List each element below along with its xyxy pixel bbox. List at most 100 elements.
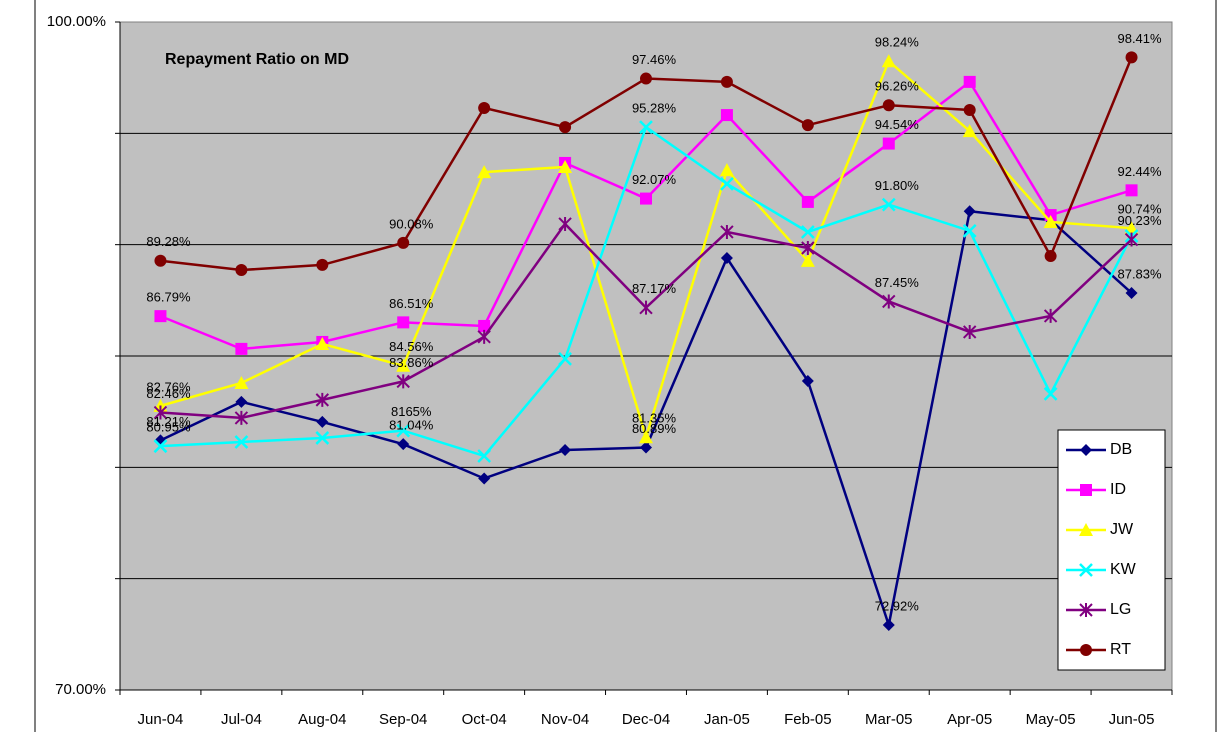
data-point [720,109,733,122]
data-point [153,439,168,454]
data-point [801,241,815,256]
data-label: 86.51% [389,296,434,311]
data-point [396,374,410,389]
data-point [478,472,491,485]
x-tick-label: Sep-04 [379,711,427,728]
x-tick-label: Jun-04 [138,711,184,728]
data-point [882,99,895,112]
data-point [1043,308,1058,323]
legend-marker [1080,644,1092,656]
data-label: 87.45% [875,275,920,290]
data-point [720,224,734,239]
data-point [396,423,411,438]
data-point [235,342,248,355]
legend-marker [1079,603,1093,617]
data-point [234,435,249,449]
data-point [962,324,977,339]
data-point [315,392,330,407]
data-label: 82.46% [146,386,191,401]
data-point [478,319,491,332]
data-point [801,374,814,387]
data-point [882,618,895,631]
data-label: 90.08% [389,216,434,231]
data-label: 81.04% [389,418,434,433]
x-tick-label: Feb-05 [784,711,832,728]
data-label: 81.35% [632,411,677,426]
data-label: 92.07% [632,172,677,187]
data-label: 94.54% [875,117,920,132]
legend-label: ID [1110,481,1126,498]
y-tick-label: 100.00% [47,13,106,30]
data-label: 82.76% [146,379,191,394]
data-point [316,258,329,271]
data-label: 72.92% [875,598,920,613]
data-point [1125,184,1138,197]
data-point [962,124,977,138]
data-point [477,449,492,463]
data-label: 98.24% [875,35,920,50]
data-point [235,264,248,277]
data-point [154,310,167,323]
data-point [881,197,896,212]
data-point [963,75,976,88]
x-tick-label: Apr-05 [947,711,992,728]
data-point [397,316,410,329]
legend-label: JW [1110,521,1134,538]
x-tick-label: Mar-05 [865,711,913,728]
legend-label: RT [1110,641,1131,658]
data-point [1044,250,1057,263]
x-tick-label: Oct-04 [462,711,507,728]
x-tick-label: May-05 [1026,711,1076,728]
data-point [558,159,573,173]
data-label: 81.21% [146,414,191,429]
data-point [882,294,896,309]
data-point [234,375,249,389]
data-point [316,415,329,428]
data-point [801,195,814,208]
data-point [558,352,572,366]
data-point [962,223,977,238]
data-point [1125,51,1138,64]
legend-box [1057,429,1166,671]
data-point [963,103,976,116]
data-point [882,137,895,150]
data-point [800,253,815,267]
y-tick-label: 70.00% [55,681,106,698]
legend-label: KW [1110,561,1137,578]
data-point [1043,386,1058,401]
data-point [640,441,652,454]
x-tick-label: Jun-05 [1109,711,1155,728]
data-point [397,236,410,249]
data-point [559,443,572,456]
legend-marker [1080,444,1092,456]
data-point [396,358,411,372]
legend-marker [1079,563,1093,577]
data-point [640,192,652,205]
data-point [963,205,976,218]
legend-label: LG [1110,601,1131,618]
data-point [1043,214,1058,228]
data-point [639,120,653,134]
data-point [234,410,249,425]
data-point [235,395,248,408]
data-label: 92.44% [1117,164,1162,179]
data-point [639,430,653,444]
data-point [639,300,653,315]
data-point [559,121,572,134]
data-label: 89.28% [146,234,191,249]
x-tick-label: Nov-04 [541,711,589,728]
data-point [154,254,167,267]
data-point [801,119,814,132]
data-label: 90.74% [1117,202,1162,217]
data-label: 95.28% [632,101,677,116]
data-point [315,431,330,445]
data-point [720,75,733,88]
data-label: 97.46% [632,52,677,67]
data-label: 86.79% [146,290,191,305]
x-tick-label: Jul-04 [221,711,262,728]
data-label: 96.26% [875,79,920,94]
data-point [881,54,896,68]
data-label: 90.23% [1117,213,1162,228]
data-label: 98.41% [1117,31,1162,46]
